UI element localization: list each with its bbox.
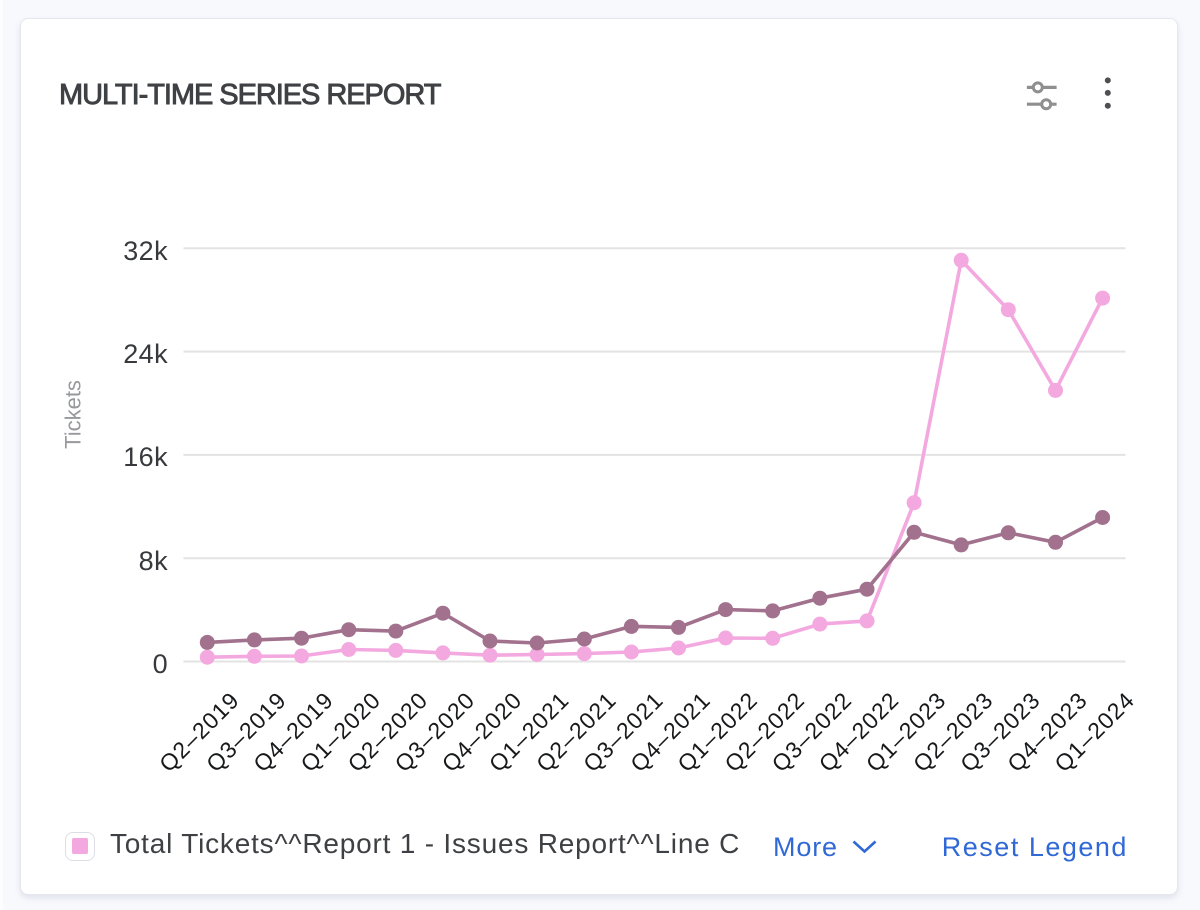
svg-text:Tickets: Tickets <box>61 380 86 449</box>
